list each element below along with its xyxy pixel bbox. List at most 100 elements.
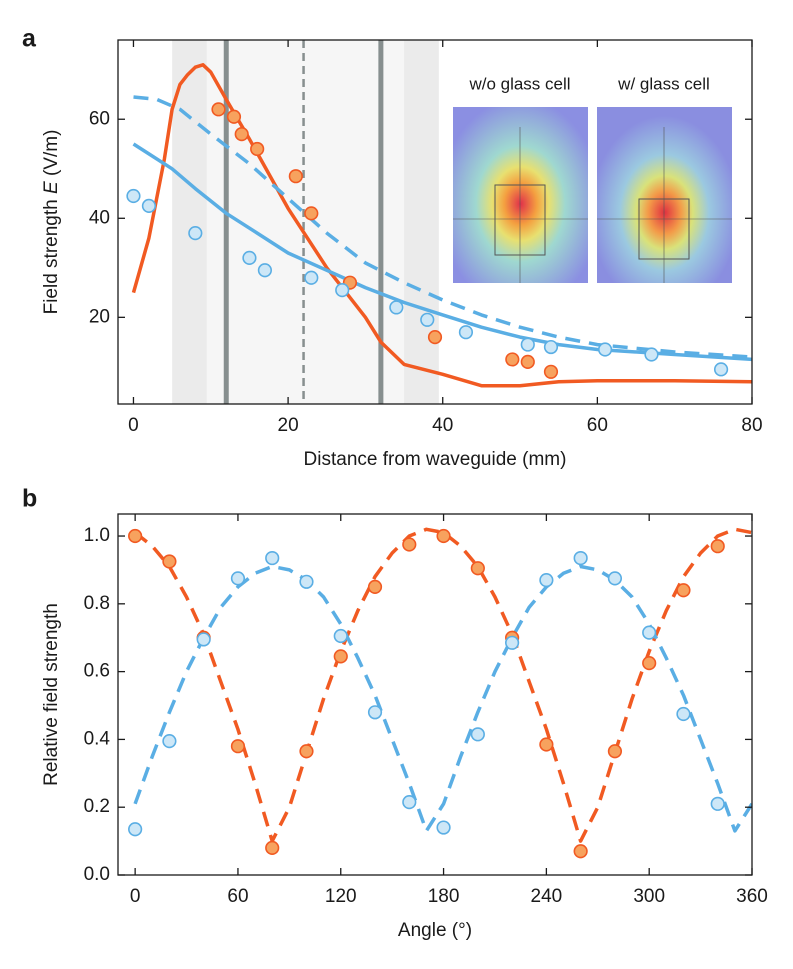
data-point (128, 528, 143, 544)
data-point (234, 126, 249, 142)
data-point (226, 109, 242, 124)
data-point (230, 739, 246, 754)
y-axis-label-part: Field strength (41, 194, 62, 314)
y-axis-label: Field strength E (V/m) (41, 130, 62, 315)
axes-frame (117, 39, 753, 405)
data-point (188, 226, 203, 241)
data-point (436, 528, 451, 544)
data-point (162, 734, 177, 749)
x-tick-label: 60 (587, 415, 608, 436)
y-axis-label-part: Relative field strength (41, 603, 62, 786)
data-point (642, 625, 657, 640)
shaded-region (206, 40, 405, 404)
x-tick-label: 80 (741, 415, 762, 436)
data-point (505, 352, 520, 367)
data-point (333, 649, 348, 664)
x-tick-label: 40 (432, 415, 453, 436)
data-point (335, 282, 350, 298)
inset-image (597, 107, 732, 283)
shaded-region (172, 40, 207, 404)
data-point (520, 354, 535, 370)
inset-label: w/ glass cell (617, 74, 710, 93)
line-series (134, 527, 752, 843)
data-point (470, 561, 485, 576)
y-tick-label: 20 (89, 306, 110, 327)
data-point (265, 550, 280, 566)
x-tick-label: 0 (128, 415, 139, 436)
data-point (710, 796, 725, 811)
inset-image (453, 107, 588, 283)
data-point (676, 706, 691, 722)
y-axis-label: Relative field strength (41, 603, 62, 786)
data-point (211, 102, 226, 117)
data-point (713, 362, 729, 377)
data-point (367, 705, 383, 720)
data-point (505, 635, 520, 650)
data-point (402, 537, 417, 552)
data-point (420, 312, 435, 327)
x-axis-label: Angle (°) (398, 920, 472, 941)
line-series (133, 564, 752, 833)
data-point (539, 572, 554, 588)
axes-frame (117, 513, 753, 876)
data-point (242, 250, 257, 266)
inset-label: w/o glass cell (468, 74, 570, 93)
data-point (288, 169, 303, 184)
data-point (389, 300, 404, 315)
x-tick-label: 360 (736, 886, 768, 907)
data-point (257, 263, 273, 278)
data-point (520, 337, 535, 352)
data-point (230, 571, 246, 586)
y-tick-label: 0.0 (84, 864, 110, 885)
data-point (402, 795, 417, 810)
line-series (133, 95, 752, 359)
data-point (543, 339, 559, 355)
y-tick-label: 0.6 (84, 661, 110, 682)
data-point (304, 270, 319, 285)
y-tick-label: 60 (89, 108, 110, 129)
data-point (597, 342, 613, 357)
panel-label: a (22, 25, 37, 53)
data-point (458, 325, 474, 340)
data-point (265, 840, 280, 855)
data-point (126, 188, 141, 204)
y-axis-label-part: (V/m) (41, 130, 62, 182)
data-point (543, 364, 559, 379)
y-tick-label: 0.2 (84, 796, 110, 817)
y-axis-label-part: E (41, 181, 62, 194)
shaded-region (404, 40, 439, 404)
x-tick-label: 0 (130, 886, 141, 907)
y-tick-label: 0.8 (84, 593, 110, 614)
plot-area (126, 40, 752, 404)
x-axis-label: Distance from waveguide (mm) (304, 449, 567, 470)
y-tick-label: 40 (89, 207, 110, 228)
x-tick-label: 60 (227, 886, 248, 907)
data-point (427, 330, 443, 345)
data-point (333, 628, 348, 644)
data-point (196, 632, 211, 647)
data-point (162, 554, 177, 569)
data-point (141, 198, 157, 214)
data-point (642, 656, 657, 671)
data-point (250, 141, 265, 157)
data-point (304, 206, 319, 221)
x-tick-label: 180 (428, 886, 460, 907)
data-point (676, 583, 691, 598)
data-point (299, 744, 314, 759)
data-point (710, 539, 725, 554)
plot-area (128, 527, 752, 859)
data-point (644, 347, 659, 362)
x-tick-label: 20 (278, 415, 299, 436)
y-tick-label: 0.4 (84, 728, 111, 749)
data-point (573, 844, 588, 859)
x-tick-label: 240 (531, 886, 563, 907)
y-tick-label: 1.0 (84, 525, 110, 546)
data-point (573, 550, 588, 566)
panel-label: b (22, 485, 37, 513)
data-point (436, 820, 451, 835)
data-point (367, 579, 383, 594)
x-tick-label: 120 (325, 886, 357, 907)
line-series (132, 142, 752, 362)
data-point (539, 737, 554, 752)
